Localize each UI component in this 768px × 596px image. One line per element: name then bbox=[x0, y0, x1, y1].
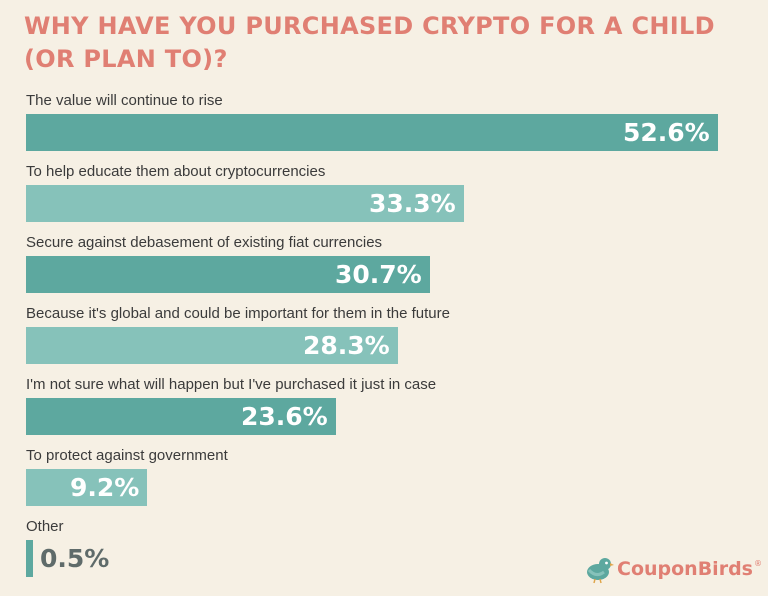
category-label: Other bbox=[26, 518, 64, 535]
bar bbox=[26, 185, 464, 222]
category-label: To help educate them about cryptocurrenc… bbox=[26, 163, 326, 180]
category-label: I'm not sure what will happen but I've p… bbox=[26, 376, 437, 393]
couponbirds-logo[interactable]: CouponBirds ® bbox=[584, 552, 762, 586]
bar-row: Secure against debasement of existing fi… bbox=[26, 234, 746, 306]
bar bbox=[26, 256, 430, 293]
value-label: 9.2% bbox=[70, 473, 140, 502]
logo-text: CouponBirds bbox=[617, 558, 753, 580]
category-label: Because it's global and could be importa… bbox=[26, 305, 450, 322]
bar-row: Other 0.5% bbox=[26, 518, 746, 590]
bar-row: I'm not sure what will happen but I've p… bbox=[26, 376, 746, 448]
bar bbox=[26, 540, 33, 577]
bar-row: Because it's global and could be importa… bbox=[26, 305, 746, 377]
category-label: The value will continue to rise bbox=[26, 92, 223, 109]
value-label: 28.3% bbox=[303, 331, 390, 360]
category-label: Secure against debasement of existing fi… bbox=[26, 234, 383, 251]
bar bbox=[26, 469, 147, 506]
bar bbox=[26, 114, 718, 151]
bar-row: To protect against government 9.2% bbox=[26, 447, 746, 519]
bar-row: The value will continue to rise 52.6% bbox=[26, 92, 746, 164]
value-label: 0.5% bbox=[40, 544, 110, 573]
bar bbox=[26, 398, 336, 435]
bird-icon bbox=[587, 558, 614, 584]
value-label: 23.6% bbox=[241, 402, 328, 431]
value-label: 33.3% bbox=[369, 189, 456, 218]
category-label: To protect against government bbox=[26, 447, 228, 464]
chart-title: WHY HAVE YOU PURCHASED CRYPTO FOR A CHIL… bbox=[24, 12, 715, 73]
bar-row: To help educate them about cryptocurrenc… bbox=[26, 163, 746, 235]
value-label: 52.6% bbox=[623, 118, 710, 147]
bar bbox=[26, 327, 398, 364]
value-label: 30.7% bbox=[335, 260, 422, 289]
registered-mark: ® bbox=[753, 559, 762, 568]
